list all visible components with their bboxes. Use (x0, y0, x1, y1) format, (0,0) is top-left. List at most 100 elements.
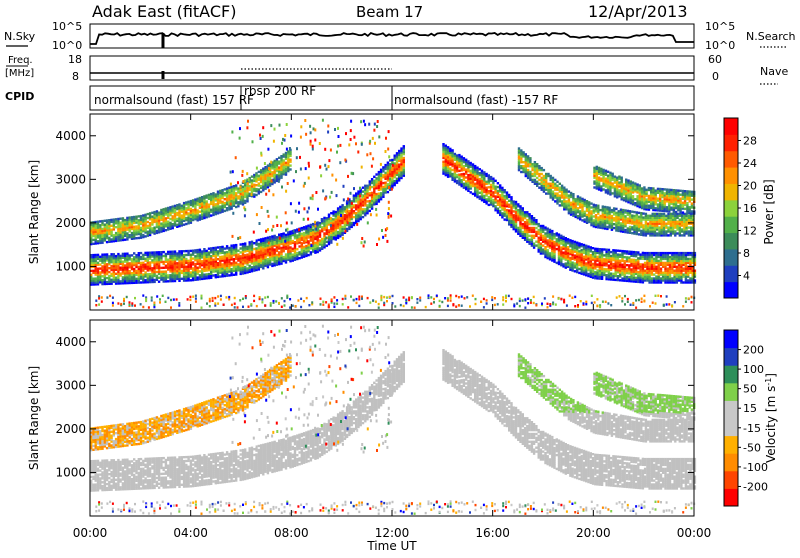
power-cell (522, 231, 524, 233)
power-cell (99, 256, 101, 258)
power-cell (689, 252, 691, 254)
power-cell (296, 248, 298, 250)
power-cell (278, 157, 280, 159)
power-cell (621, 264, 623, 266)
power-cell (108, 255, 110, 257)
power-cell (174, 250, 176, 252)
power-cell (199, 214, 201, 216)
power-cell (651, 252, 653, 254)
power-cell (660, 252, 662, 254)
power-cell (621, 277, 623, 279)
power-cell (104, 253, 106, 255)
power-cell (476, 167, 478, 169)
power-cell (565, 237, 567, 239)
power-cell (387, 183, 389, 185)
power-cell (274, 235, 276, 237)
power-cell (597, 205, 599, 207)
power-cell (605, 268, 607, 270)
power-cell (258, 171, 260, 173)
power-cell (156, 271, 158, 273)
power-cell (585, 245, 587, 247)
power-cell (194, 249, 196, 251)
power-cell (210, 255, 212, 257)
power-cell (617, 275, 619, 277)
power-cell (92, 239, 94, 241)
power-cell (574, 254, 576, 256)
power-cell (117, 218, 119, 220)
power-cell (671, 277, 673, 279)
power-cell (258, 243, 260, 245)
power-cell (190, 254, 192, 256)
power-cell (603, 268, 605, 270)
power-cell (602, 205, 604, 207)
power-cell (554, 179, 556, 181)
power-cell (294, 241, 296, 243)
power-cell (240, 247, 242, 249)
power-cell (305, 245, 307, 247)
power-cell (156, 230, 158, 232)
power-cell (504, 195, 506, 197)
power-cell (190, 208, 192, 210)
power-cell (599, 209, 601, 211)
power-cell (289, 231, 291, 233)
power-cell (95, 254, 97, 256)
power-cell (197, 249, 199, 251)
power-cell (149, 252, 151, 254)
power-cell (174, 205, 176, 207)
power-cell (528, 213, 530, 215)
power-cell (541, 177, 543, 179)
power-cell (382, 182, 384, 184)
power-cell (682, 252, 684, 254)
power-cell (653, 258, 655, 260)
power-cell (206, 194, 208, 196)
power-cell (251, 179, 253, 181)
power-cell (149, 212, 151, 214)
power-cell (680, 252, 682, 254)
power-cell (307, 225, 309, 227)
power-cell (624, 256, 626, 258)
power-cell (384, 164, 386, 166)
power-cell (185, 217, 187, 219)
power-cell (185, 266, 187, 268)
power-cell (101, 279, 103, 281)
power-cell (506, 191, 508, 193)
power-cell (547, 228, 549, 230)
power-cell (233, 274, 235, 276)
power-cell (353, 194, 355, 196)
power-cell (260, 185, 262, 187)
power-cell (138, 215, 140, 217)
power-cell (210, 209, 212, 211)
power-cell (581, 198, 583, 200)
power-cell (224, 188, 226, 190)
power-cell (369, 210, 371, 212)
power-cell (249, 265, 251, 267)
power-cell (323, 217, 325, 219)
power-cell (676, 266, 678, 268)
power-cell (644, 252, 646, 254)
power-cell (201, 268, 203, 270)
power-cell (328, 229, 330, 231)
power-cell (131, 216, 133, 218)
power-cell (456, 180, 458, 182)
power-cell (515, 201, 517, 203)
power-cell (550, 175, 552, 177)
power-cell (280, 155, 282, 157)
noise-tick-right-top: 10^5 (705, 20, 735, 33)
power-cell (301, 233, 303, 235)
power-cell (113, 253, 115, 255)
power-cell (669, 256, 671, 258)
power-cell (163, 255, 165, 257)
power-cell (531, 227, 533, 229)
power-cell (122, 253, 124, 255)
power-cell (556, 232, 558, 234)
power-cell (221, 201, 223, 203)
power-cell (615, 212, 617, 214)
power-cell (467, 174, 469, 176)
power-cell (122, 276, 124, 278)
power-cell (483, 195, 485, 197)
power-cell (630, 268, 632, 270)
power-cell (135, 216, 137, 218)
noise-tick-left-bottom: 10^0 (52, 39, 82, 52)
power-cell (639, 263, 641, 265)
power-cell (319, 222, 321, 224)
